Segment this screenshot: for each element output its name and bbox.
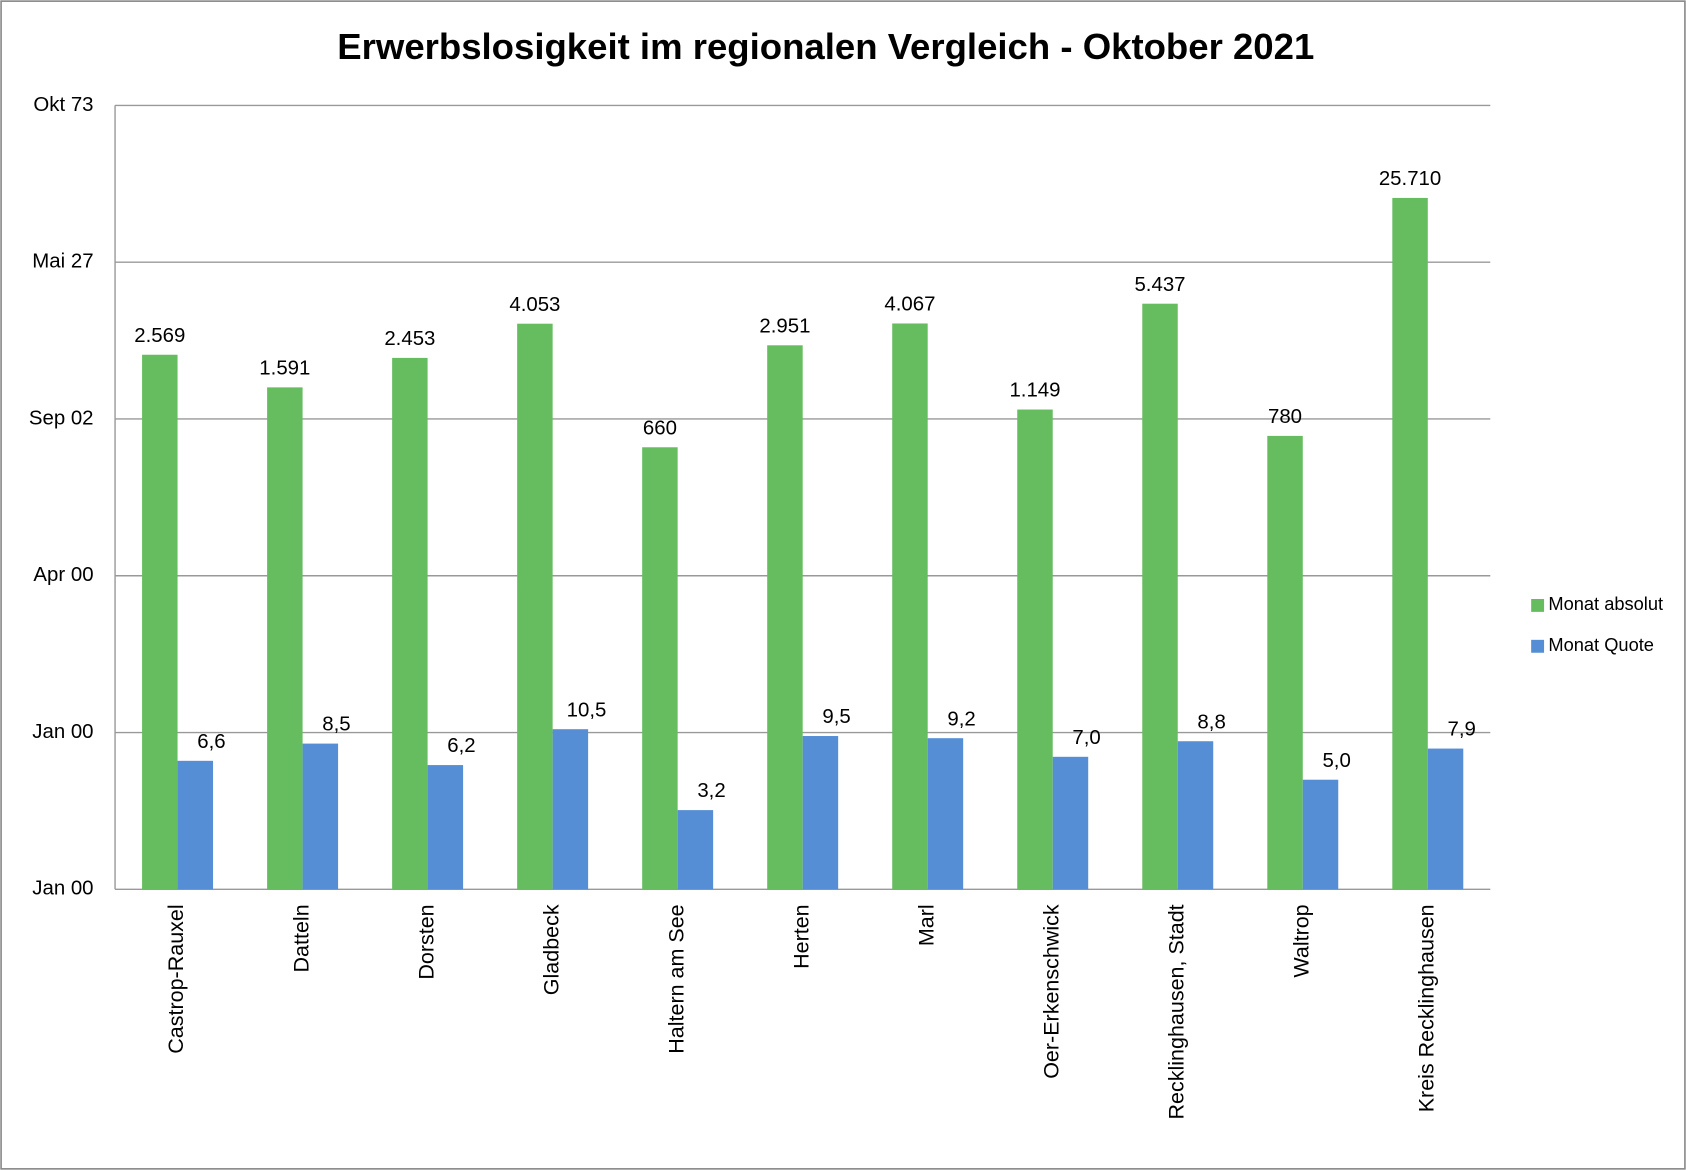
bar <box>892 323 928 890</box>
bar <box>517 323 553 890</box>
legend-label: Monat absolut <box>1548 593 1663 614</box>
legend-swatch <box>1531 639 1545 653</box>
data-label: 780 <box>1268 406 1302 428</box>
data-label: 6,6 <box>197 731 225 753</box>
x-tick-label: Kreis Recklinghausen <box>1414 904 1438 1112</box>
bar <box>1427 748 1464 890</box>
y-tick-label: Mai 27 <box>32 251 93 273</box>
bar <box>267 387 303 890</box>
x-tick-label: Herten <box>789 904 813 969</box>
bar <box>142 354 178 890</box>
data-label: 2.569 <box>134 325 185 347</box>
bar <box>802 736 839 890</box>
data-label: 7,0 <box>1072 727 1100 749</box>
data-label: 5,0 <box>1322 750 1350 772</box>
bar <box>1302 779 1339 890</box>
x-tick-label: Datteln <box>289 904 313 972</box>
bar <box>677 810 714 890</box>
bar <box>1052 756 1089 890</box>
legend-label: Monat Quote <box>1548 634 1654 655</box>
bar <box>552 729 589 890</box>
x-tick-label: Castrop-Rauxel <box>164 904 188 1053</box>
bar <box>1017 409 1053 890</box>
bar <box>927 738 964 890</box>
x-tick-label: Recklinghausen, Stadt <box>1164 904 1188 1119</box>
bar <box>392 357 428 890</box>
y-tick-label: Jan 00 <box>32 721 93 743</box>
data-label: 4.067 <box>884 294 935 316</box>
y-tick-label: Jan 00 <box>32 878 93 900</box>
bar <box>1267 435 1303 890</box>
bar <box>767 345 803 890</box>
bar <box>177 760 214 890</box>
data-label: 25.710 <box>1379 168 1441 190</box>
legend-swatch <box>1531 598 1545 612</box>
bar <box>1142 303 1178 890</box>
data-label: 1.591 <box>259 357 310 379</box>
bar <box>1392 197 1428 890</box>
data-label: 2.951 <box>759 315 810 337</box>
x-tick-label: Oer-Erkenschwick <box>1039 904 1063 1079</box>
data-label: 10,5 <box>567 699 607 721</box>
bar <box>1177 741 1214 890</box>
data-label: 8,5 <box>322 714 350 736</box>
x-tick-label: Haltern am See <box>664 904 688 1053</box>
data-label: 9,2 <box>947 708 975 730</box>
data-label: 6,2 <box>447 735 475 757</box>
y-tick-label: Sep 02 <box>29 407 94 429</box>
data-label: 3,2 <box>697 780 725 802</box>
bar <box>302 743 339 890</box>
data-label: 4.053 <box>509 294 560 316</box>
data-label: 660 <box>643 417 677 439</box>
bar <box>427 765 464 890</box>
x-tick-label: Waltrop <box>1289 904 1313 977</box>
bar <box>642 447 678 890</box>
data-label: 2.453 <box>384 328 435 350</box>
x-tick-label: Dorsten <box>414 904 438 979</box>
x-tick-label: Gladbeck <box>539 904 563 995</box>
data-label: 7,9 <box>1447 719 1475 741</box>
y-tick-label: Okt 73 <box>33 94 93 116</box>
data-label: 8,8 <box>1197 711 1225 733</box>
chart-title: Erwerbslosigkeit im regionalen Vergleich… <box>337 26 1314 67</box>
data-label: 9,5 <box>822 706 850 728</box>
x-tick-label: Marl <box>914 904 938 946</box>
y-tick-label: Apr 00 <box>33 564 93 586</box>
data-label: 5.437 <box>1134 274 1185 296</box>
data-label: 1.149 <box>1009 380 1060 402</box>
